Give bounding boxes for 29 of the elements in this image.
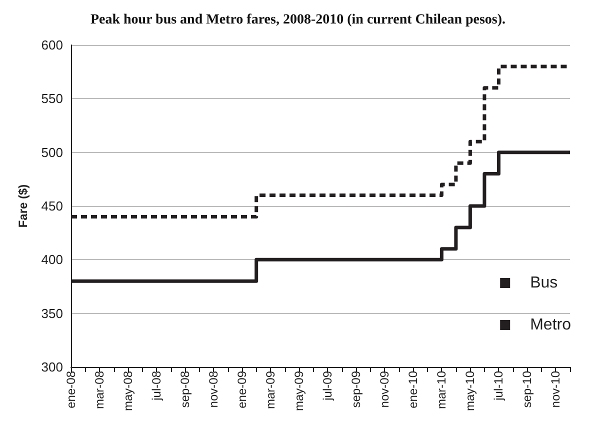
x-tick-label: nov-08 xyxy=(206,370,221,408)
x-tick-label: jul-09 xyxy=(320,370,335,402)
x-tick-label: nov-09 xyxy=(378,370,392,408)
y-tick-label: 500 xyxy=(41,144,63,160)
x-tick-label: sep-10 xyxy=(520,370,534,408)
x-tick-label: sep-09 xyxy=(349,370,364,408)
x-tick-label: may-09 xyxy=(292,370,306,412)
y-tick-label: 350 xyxy=(41,306,63,321)
y-axis-title: Fare ($) xyxy=(16,184,30,228)
x-tick-label: ene-08 xyxy=(64,370,78,408)
x-tick-label: mar-10 xyxy=(434,370,449,410)
x-tick-label: ene-09 xyxy=(235,370,250,408)
y-tick-label: 550 xyxy=(41,91,63,106)
x-tick-label: may-10 xyxy=(463,370,478,412)
x-tick-label: ene-10 xyxy=(406,370,420,408)
x-tick-label: mar-09 xyxy=(264,370,278,410)
x-tick-label: jul-10 xyxy=(492,370,506,402)
y-tick-label: 300 xyxy=(41,360,63,374)
y-tick-label: 450 xyxy=(41,198,63,214)
x-tick-label: jul-08 xyxy=(150,370,164,402)
x-tick-label: mar-08 xyxy=(92,370,107,410)
x-tick-label: nov-10 xyxy=(548,370,563,408)
y-tick-label: 400 xyxy=(41,252,63,268)
x-tick-label: may-08 xyxy=(121,370,136,412)
x-tick-label: sep-08 xyxy=(178,370,192,408)
y-tick-label: 600 xyxy=(41,38,63,52)
legend-label: Bus xyxy=(530,274,558,292)
legend-label: Metro xyxy=(530,316,572,334)
chart-title: Peak hour bus and Metro fares, 2008-2010 (in current Chilean pesos). xyxy=(90,12,506,28)
